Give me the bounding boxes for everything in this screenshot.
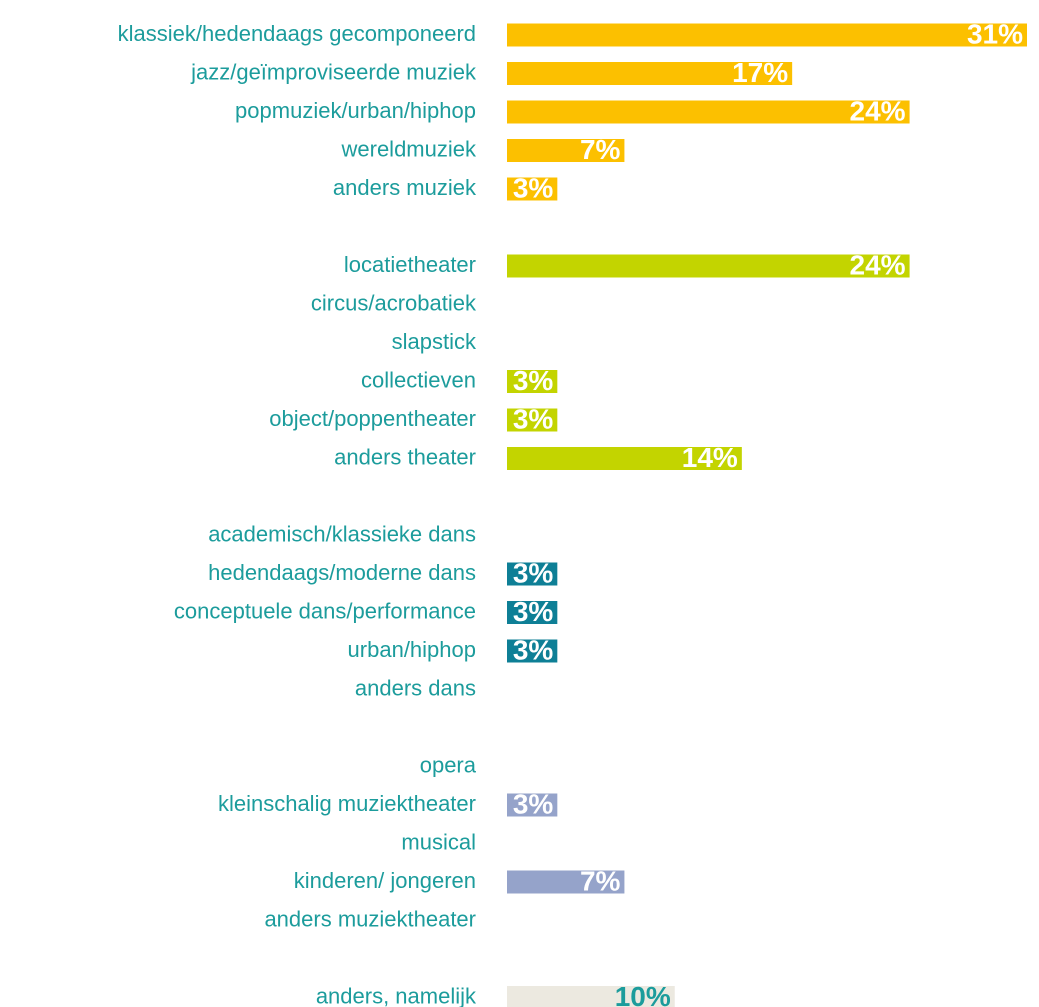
value-label: 3% — [513, 403, 554, 434]
category-label: collectieven — [361, 367, 476, 392]
category-label: academisch/klassieke dans — [208, 521, 476, 546]
value-label: 3% — [513, 596, 554, 627]
category-label: slapstick — [392, 329, 477, 354]
category-label: object/poppentheater — [269, 406, 476, 431]
value-label: 17% — [732, 57, 788, 88]
bar — [507, 601, 558, 624]
value-label: 3% — [513, 557, 554, 588]
value-label: 3% — [513, 788, 554, 819]
category-label: wereldmuziek — [341, 136, 477, 161]
category-label: hedendaags/moderne dans — [208, 560, 476, 585]
category-label: jazz/geïmproviseerde muziek — [190, 59, 477, 84]
bar — [507, 254, 910, 278]
category-label: anders dans — [355, 675, 476, 700]
category-label: circus/acrobatiek — [311, 290, 477, 315]
bar — [507, 62, 793, 85]
bar — [507, 23, 1027, 47]
bar — [507, 870, 625, 894]
category-label: anders, namelijk — [316, 983, 477, 1007]
value-label: 31% — [967, 18, 1023, 49]
bar — [507, 100, 910, 124]
category-label: locatietheater — [344, 252, 476, 277]
bar — [507, 408, 558, 432]
bar — [507, 986, 675, 1007]
category-label: anders muziektheater — [264, 906, 476, 931]
category-label: musical — [401, 829, 476, 854]
value-label: 10% — [615, 981, 671, 1007]
value-label: 14% — [682, 442, 738, 473]
bar — [507, 793, 558, 817]
category-label: urban/hiphop — [348, 637, 476, 662]
value-label: 3% — [513, 172, 554, 203]
category-label: anders muziek — [333, 175, 477, 200]
bar — [507, 447, 742, 470]
bar — [507, 177, 558, 201]
bar — [507, 370, 558, 393]
category-label: conceptuele dans/performance — [174, 598, 476, 623]
bar — [507, 639, 558, 663]
category-label: kinderen/ jongeren — [294, 868, 476, 893]
value-label: 3% — [513, 365, 554, 396]
category-label: kleinschalig muziektheater — [218, 791, 476, 816]
category-label: popmuziek/urban/hiphop — [235, 98, 476, 123]
category-label: klassiek/hedendaags gecomponeerd — [118, 21, 476, 46]
category-label: opera — [420, 752, 477, 777]
value-label: 7% — [580, 865, 621, 896]
category-label: anders theater — [334, 444, 476, 469]
bar — [507, 139, 625, 162]
value-label: 24% — [850, 249, 906, 280]
value-label: 24% — [850, 95, 906, 126]
bar — [507, 562, 558, 586]
value-label: 3% — [513, 634, 554, 665]
value-label: 7% — [580, 134, 621, 165]
